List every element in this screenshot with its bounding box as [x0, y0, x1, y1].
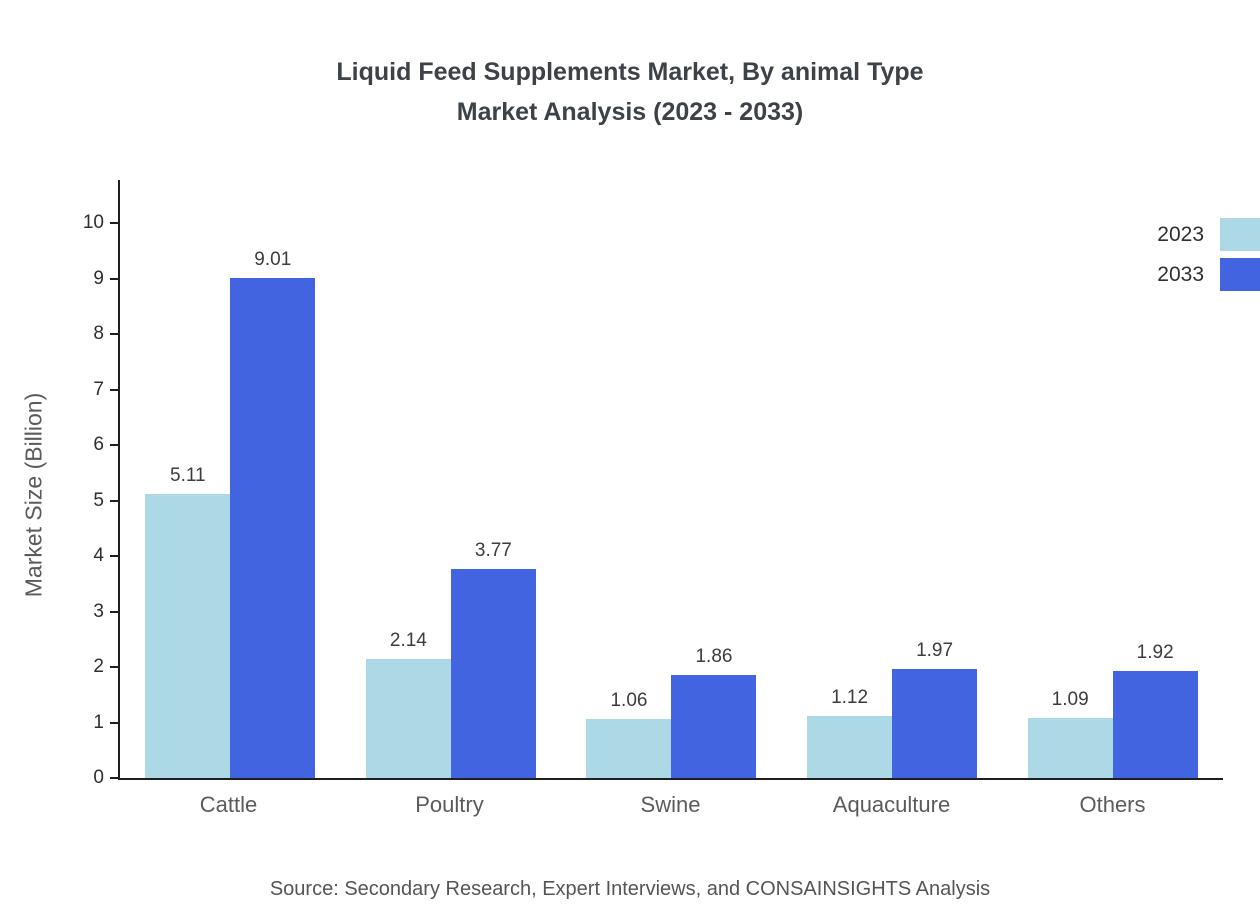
y-tick-mark [110, 721, 118, 724]
y-tick-mark [110, 388, 118, 391]
bar-wrap: 5.11 [145, 465, 231, 778]
y-tick-mark [110, 277, 118, 280]
y-tick-label: 9 [93, 267, 104, 289]
chart-title-line-2: Market Analysis (2023 - 2033) [456, 98, 804, 126]
bar-2023-poultry [365, 659, 451, 778]
bar-wrap: 1.12 [807, 686, 893, 778]
chart-title: Liquid Feed Supplements Market, By anima… [0, 52, 1260, 132]
bar-2033-poultry [450, 568, 536, 778]
x-axis-labels: Cattle Poultry Swine Aquaculture Others [118, 792, 1223, 818]
y-tick-mark [110, 222, 118, 224]
legend-swatch-2033 [1220, 258, 1260, 291]
y-axis-title: Market Size (Billion) [20, 392, 47, 598]
bar-2023-cattle [145, 494, 231, 778]
bar-value-label: 1.06 [610, 690, 648, 712]
source-note: Source: Secondary Research, Expert Inter… [269, 878, 991, 900]
x-axis-label-cattle: Cattle [199, 792, 258, 817]
y-tick-label: 5 [93, 489, 104, 511]
y-tick-mark [110, 499, 118, 502]
y-tick-label: 3 [93, 600, 104, 622]
bar-wrap: 3.77 [450, 539, 536, 778]
y-tick-label: 1 [93, 711, 104, 733]
y-tick-label: 8 [93, 323, 104, 344]
bar-2033-aquaculture [892, 668, 978, 778]
chart-title-line-1: Liquid Feed Supplements Market, By anima… [336, 58, 924, 86]
bar-wrap: 1.92 [1112, 642, 1198, 778]
x-axis-label-others: Others [1079, 792, 1146, 817]
y-tick-mark [110, 444, 118, 446]
bar-2033-others [1112, 671, 1198, 778]
legend-swatch-2023 [1220, 218, 1260, 251]
y-tick-label: 2 [93, 656, 104, 677]
bar-value-label: 1.97 [916, 639, 954, 661]
y-tick-mark [110, 555, 118, 557]
bar-group-others: 1.09 1.92 [1002, 642, 1223, 778]
legend-label-2033: 2033 [1157, 262, 1204, 286]
bar-group-aquaculture: 1.12 1.97 [782, 640, 1003, 778]
y-tick-label: 7 [93, 378, 104, 400]
legend-item-2033: 2033 [1157, 258, 1260, 291]
legend: 2023 2033 [1157, 218, 1260, 291]
bar-value-label: 1.92 [1136, 642, 1174, 664]
bar-2023-aquaculture [807, 715, 893, 778]
bar-wrap: 2.14 [365, 630, 451, 778]
bar-value-label: 1.12 [831, 686, 869, 708]
bar-2023-swine [586, 719, 672, 778]
bar-wrap: 1.06 [586, 690, 672, 778]
x-axis-label-aquaculture: Aquaculture [832, 792, 951, 817]
bar-value-label: 3.77 [474, 539, 512, 561]
bar-wrap: 1.97 [892, 639, 978, 778]
legend-label-2023: 2023 [1157, 222, 1204, 246]
bar-group-swine: 1.06 1.86 [561, 646, 782, 778]
bar-groups-row: 5.11 9.01 2.14 3.77 1.06 1.86 1.12 1.97 1.09 1.92 [120, 249, 1223, 778]
bar-2023-others [1027, 717, 1113, 778]
y-tick-mark [110, 333, 118, 335]
y-tick-mark [110, 610, 118, 613]
legend-item-2023: 2023 [1157, 218, 1260, 251]
bar-wrap: 1.09 [1027, 688, 1113, 778]
bar-value-label: 2.14 [389, 630, 427, 652]
y-tick-label: 10 [82, 212, 104, 233]
y-tick-label: 0 [93, 767, 104, 788]
plot-area: 5.11 9.01 2.14 3.77 1.06 1.86 1.12 1.97 1.09 1.92… [83, 180, 1223, 788]
x-axis-label-swine: Swine [640, 792, 701, 817]
bar-group-poultry: 2.14 3.77 [341, 540, 562, 778]
bar-value-label: 9.01 [254, 248, 292, 270]
bar-group-cattle: 5.11 9.01 [120, 249, 341, 778]
y-tick-label: 4 [93, 545, 104, 566]
x-axis-label-poultry: Poultry [415, 792, 484, 817]
bar-value-label: 1.86 [695, 645, 733, 667]
bar-2033-swine [671, 674, 757, 778]
y-tick-label: 6 [93, 434, 104, 455]
y-tick-mark [110, 666, 118, 668]
y-tick-mark [110, 777, 118, 779]
bar-wrap: 1.86 [671, 645, 757, 778]
bar-wrap: 9.01 [230, 248, 316, 778]
bar-2033-cattle [230, 277, 316, 778]
bar-value-label: 1.09 [1051, 688, 1089, 710]
bar-value-label: 5.11 [170, 465, 206, 487]
